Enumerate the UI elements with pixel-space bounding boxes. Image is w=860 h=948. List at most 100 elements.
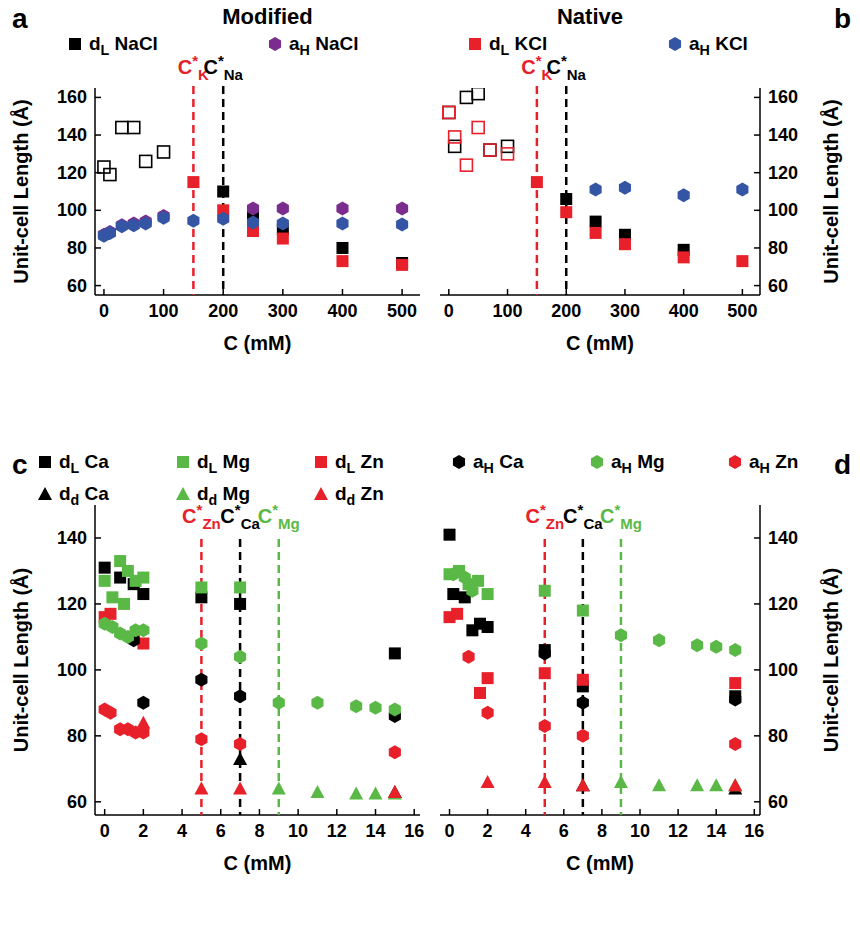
data-point bbox=[116, 122, 128, 134]
legend-marker bbox=[177, 456, 189, 468]
points bbox=[444, 529, 743, 795]
y-tick-label: 160 bbox=[768, 87, 798, 107]
x-tick-label: 2 bbox=[483, 821, 493, 841]
x-tick-label: 10 bbox=[288, 821, 308, 841]
data-point bbox=[444, 529, 456, 541]
data-point bbox=[577, 696, 589, 710]
text-sub: L bbox=[209, 460, 218, 476]
y-tick-label: 60 bbox=[67, 792, 87, 812]
data-point bbox=[389, 745, 401, 759]
data-point bbox=[389, 702, 401, 716]
data-point bbox=[736, 183, 748, 197]
panel-letter: d bbox=[834, 449, 851, 480]
x-tick-label: 2 bbox=[138, 821, 148, 841]
text-part: d bbox=[197, 483, 209, 504]
y-axis bbox=[759, 88, 761, 295]
y-tick-label: 60 bbox=[768, 792, 788, 812]
panel: 02468101214166080100120140C (mM)Unit-cel… bbox=[9, 449, 798, 874]
text-sub: Na bbox=[567, 66, 587, 83]
data-point bbox=[729, 693, 741, 707]
x-tick-label: 500 bbox=[727, 301, 757, 321]
panel: 01002003004005006080100120140160C (mM)Un… bbox=[9, 3, 748, 354]
text-part: d bbox=[59, 483, 71, 504]
data-point bbox=[369, 701, 381, 715]
text-part: C bbox=[563, 505, 577, 527]
text-sub: L bbox=[347, 460, 356, 476]
data-point bbox=[137, 588, 149, 600]
x-tick bbox=[220, 809, 222, 815]
y-axis-label: Unit-cell Length (Å) bbox=[819, 568, 842, 752]
data-point bbox=[104, 169, 116, 181]
x-tick bbox=[449, 809, 451, 815]
data-point bbox=[104, 225, 116, 239]
data-point bbox=[118, 598, 130, 610]
data-point bbox=[615, 628, 627, 642]
y-axis-label: Unit-cell Length (Å) bbox=[9, 99, 32, 283]
text-part: NaCl bbox=[109, 33, 158, 54]
data-point bbox=[128, 218, 140, 232]
legend-marker bbox=[269, 37, 281, 51]
y-tick bbox=[754, 247, 760, 249]
data-point bbox=[194, 782, 208, 795]
legend-label: aH Zn bbox=[749, 451, 798, 476]
threshold-line bbox=[565, 86, 568, 295]
x-tick-label: 100 bbox=[149, 301, 179, 321]
text-sub: H bbox=[760, 460, 770, 476]
x-tick bbox=[401, 289, 403, 295]
y-tick bbox=[754, 669, 760, 671]
threshold-line bbox=[192, 86, 195, 295]
text-sub: H bbox=[622, 460, 632, 476]
x-tick bbox=[104, 809, 106, 815]
data-point bbox=[99, 562, 111, 574]
text-part: d bbox=[489, 33, 501, 54]
x-tick-label: 6 bbox=[216, 821, 226, 841]
legend-marker bbox=[69, 38, 81, 50]
y-tick bbox=[95, 537, 101, 539]
threshold-line bbox=[536, 86, 539, 295]
data-point bbox=[234, 737, 246, 751]
data-point bbox=[460, 91, 472, 103]
y-tick-label: 60 bbox=[67, 276, 87, 296]
data-point bbox=[187, 176, 199, 188]
legend-label: aH Ca bbox=[473, 451, 524, 476]
data-point bbox=[709, 778, 723, 791]
data-point bbox=[729, 677, 741, 689]
points bbox=[99, 555, 402, 800]
text-part: Ca bbox=[79, 483, 109, 504]
data-point bbox=[388, 785, 402, 798]
text-sub: d bbox=[71, 492, 80, 508]
points bbox=[98, 122, 408, 271]
data-point bbox=[539, 719, 551, 733]
data-point bbox=[349, 787, 363, 800]
data-point bbox=[576, 778, 590, 791]
x-tick-label: 400 bbox=[669, 301, 699, 321]
legend-marker bbox=[469, 38, 481, 50]
data-point bbox=[233, 782, 247, 795]
x-tick-label: 16 bbox=[744, 821, 764, 841]
data-point bbox=[710, 640, 722, 654]
x-tick-label: 16 bbox=[404, 821, 424, 841]
data-point bbox=[104, 706, 116, 720]
x-axis-label: C (mM) bbox=[566, 332, 634, 354]
threshold-line bbox=[239, 539, 242, 815]
y-tick-label: 100 bbox=[768, 660, 798, 680]
data-point bbox=[577, 729, 589, 743]
data-point bbox=[729, 737, 741, 751]
legend-marker bbox=[729, 455, 741, 469]
y-tick-label: 140 bbox=[768, 528, 798, 548]
legend-label: dd Mg bbox=[197, 483, 250, 508]
panel-letter: a bbox=[12, 3, 28, 34]
figure: 01002003004005006080100120140160C (mM)Un… bbox=[0, 0, 860, 948]
text-sub: Na bbox=[224, 66, 244, 83]
data-point bbox=[614, 775, 628, 788]
text-part: a bbox=[749, 451, 760, 472]
text-sub: d bbox=[347, 492, 356, 508]
x-tick-label: 0 bbox=[99, 301, 109, 321]
data-point bbox=[482, 621, 494, 633]
data-point bbox=[482, 706, 494, 720]
data-point bbox=[137, 696, 149, 710]
text-sub: L bbox=[501, 42, 510, 58]
x-tick bbox=[342, 289, 344, 295]
y-tick bbox=[95, 669, 101, 671]
data-point bbox=[484, 144, 496, 156]
